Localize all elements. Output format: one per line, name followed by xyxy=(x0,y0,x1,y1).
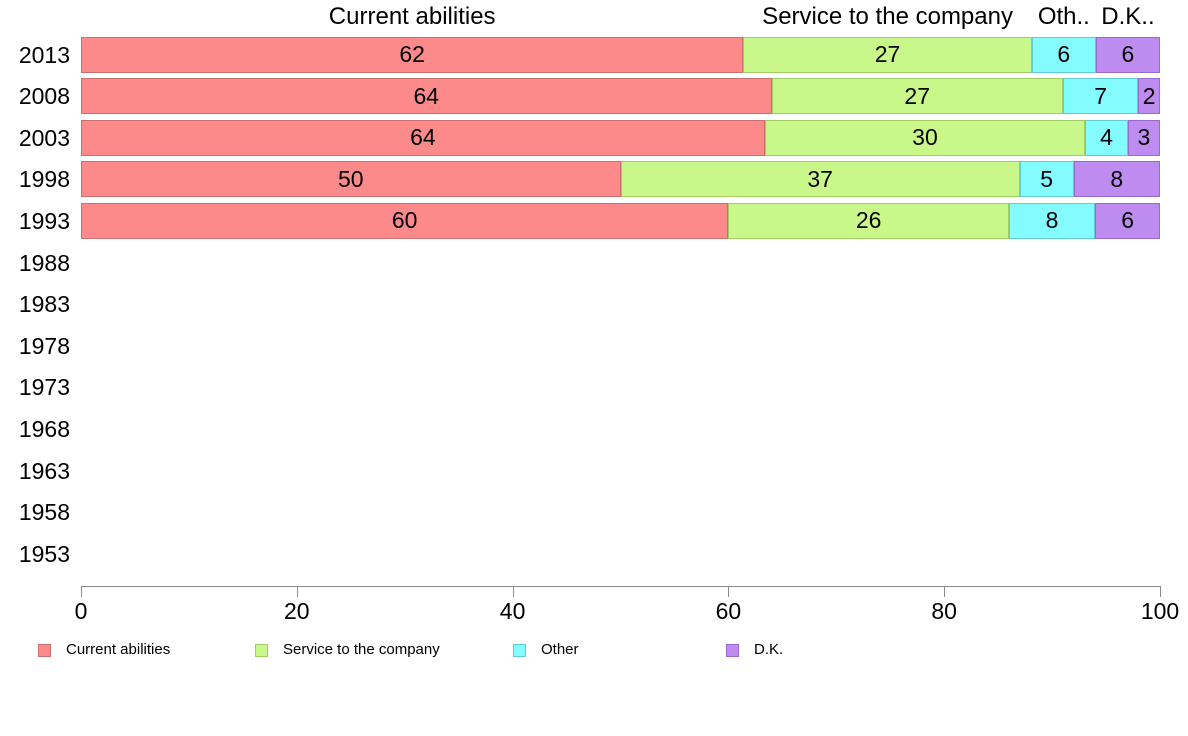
column-header-4: D.K.. xyxy=(1101,3,1155,30)
x-axis-tick-label-40: 40 xyxy=(499,598,526,624)
bar-segment-1993-service-to-the-company[interactable]: 26 xyxy=(728,202,1009,239)
y-axis-label-1968: 1968 xyxy=(18,415,70,442)
y-axis-label-1983: 1983 xyxy=(18,291,70,318)
x-axis-tick xyxy=(512,586,514,597)
legend-label: Other xyxy=(541,641,579,658)
x-axis-tick-label-60: 60 xyxy=(715,598,742,624)
y-axis-label-1988: 1988 xyxy=(18,249,70,276)
column-header-3: Oth.. xyxy=(1037,3,1090,30)
bar-segment-2003-service-to-the-company[interactable]: 30 xyxy=(764,119,1086,156)
bar-segment-1998-service-to-the-company[interactable]: 37 xyxy=(620,161,1020,198)
bar-segment-1993-current-abilities[interactable]: 60 xyxy=(81,202,729,239)
x-axis-tick-label-0: 0 xyxy=(74,598,88,624)
y-axis-label-1963: 1963 xyxy=(18,457,70,484)
y-axis-label-1958: 1958 xyxy=(18,499,70,526)
bar-row-2013: 62 27 6 6 xyxy=(81,36,1160,73)
bar-segment-2003-other[interactable]: 4 xyxy=(1085,119,1128,156)
legend-item-service-to-the-company[interactable]: Service to the company xyxy=(255,641,440,659)
bar-segment-1998-d-k-[interactable]: 8 xyxy=(1073,161,1160,198)
y-axis-label-2008: 2008 xyxy=(18,83,70,110)
x-axis-tick-label-20: 20 xyxy=(284,598,310,624)
bar-segment-2013-d-k-[interactable]: 6 xyxy=(1095,36,1160,73)
legend-label: Service to the company xyxy=(283,641,440,658)
bar-segment-1993-other[interactable]: 8 xyxy=(1008,202,1096,239)
x-axis-line xyxy=(81,586,1160,587)
bar-row-1998: 50 37 5 8 xyxy=(81,161,1160,198)
bar-segment-2003-current-abilities[interactable]: 64 xyxy=(81,119,765,156)
x-axis-tick xyxy=(1160,586,1161,597)
bar-segment-2013-current-abilities[interactable]: 62 xyxy=(81,36,744,73)
y-axis-label-1998: 1998 xyxy=(18,166,70,193)
bar-segment-2008-d-k-[interactable]: 2 xyxy=(1138,78,1160,115)
bar-row-2003: 64 30 4 3 xyxy=(81,119,1160,156)
legend-swatch-icon xyxy=(513,643,526,657)
bar-segment-1993-d-k-[interactable]: 6 xyxy=(1095,202,1160,239)
legend-swatch-icon xyxy=(255,643,268,657)
legend-item-other[interactable]: Other xyxy=(513,641,579,659)
y-axis-label-2013: 2013 xyxy=(18,41,70,68)
y-axis-label-2003: 2003 xyxy=(18,124,70,151)
y-axis-label-1993: 1993 xyxy=(18,207,70,234)
y-axis-label-1953: 1953 xyxy=(18,540,70,567)
x-axis-tick xyxy=(81,586,82,597)
bar-segment-2013-other[interactable]: 6 xyxy=(1031,36,1096,73)
x-axis-tick-label-80: 80 xyxy=(931,598,957,624)
column-header-1: Current abilities xyxy=(328,3,496,30)
y-axis-label-1978: 1978 xyxy=(18,332,70,359)
x-axis-tick xyxy=(944,586,946,597)
bar-segment-2013-service-to-the-company[interactable]: 27 xyxy=(743,36,1032,73)
x-axis-tick-label-100: 100 xyxy=(1140,598,1180,624)
legend-item-d-k-[interactable]: D.K. xyxy=(726,641,783,659)
bar-segment-1998-current-abilities[interactable]: 50 xyxy=(81,161,621,198)
bar-segment-2008-other[interactable]: 7 xyxy=(1062,78,1139,115)
bar-row-1993: 60 26 8 6 xyxy=(81,202,1160,239)
legend-item-current-abilities[interactable]: Current abilities xyxy=(38,641,170,659)
y-axis-label-1973: 1973 xyxy=(18,374,70,401)
bar-segment-2008-service-to-the-company[interactable]: 27 xyxy=(771,78,1063,115)
x-axis-tick xyxy=(296,586,298,597)
column-header-2: Service to the company xyxy=(762,3,1013,30)
legend-label: D.K. xyxy=(754,641,784,658)
legend-swatch-icon xyxy=(38,643,51,657)
bar-segment-2003-d-k-[interactable]: 3 xyxy=(1127,119,1160,156)
legend-label: Current abilities xyxy=(66,641,171,658)
bar-segment-1998-other[interactable]: 5 xyxy=(1019,161,1074,198)
x-axis-tick xyxy=(728,586,730,597)
bar-row-2008: 64 27 7 2 xyxy=(81,78,1160,115)
legend-swatch-icon xyxy=(726,643,739,657)
bar-segment-2008-current-abilities[interactable]: 64 xyxy=(81,78,772,115)
